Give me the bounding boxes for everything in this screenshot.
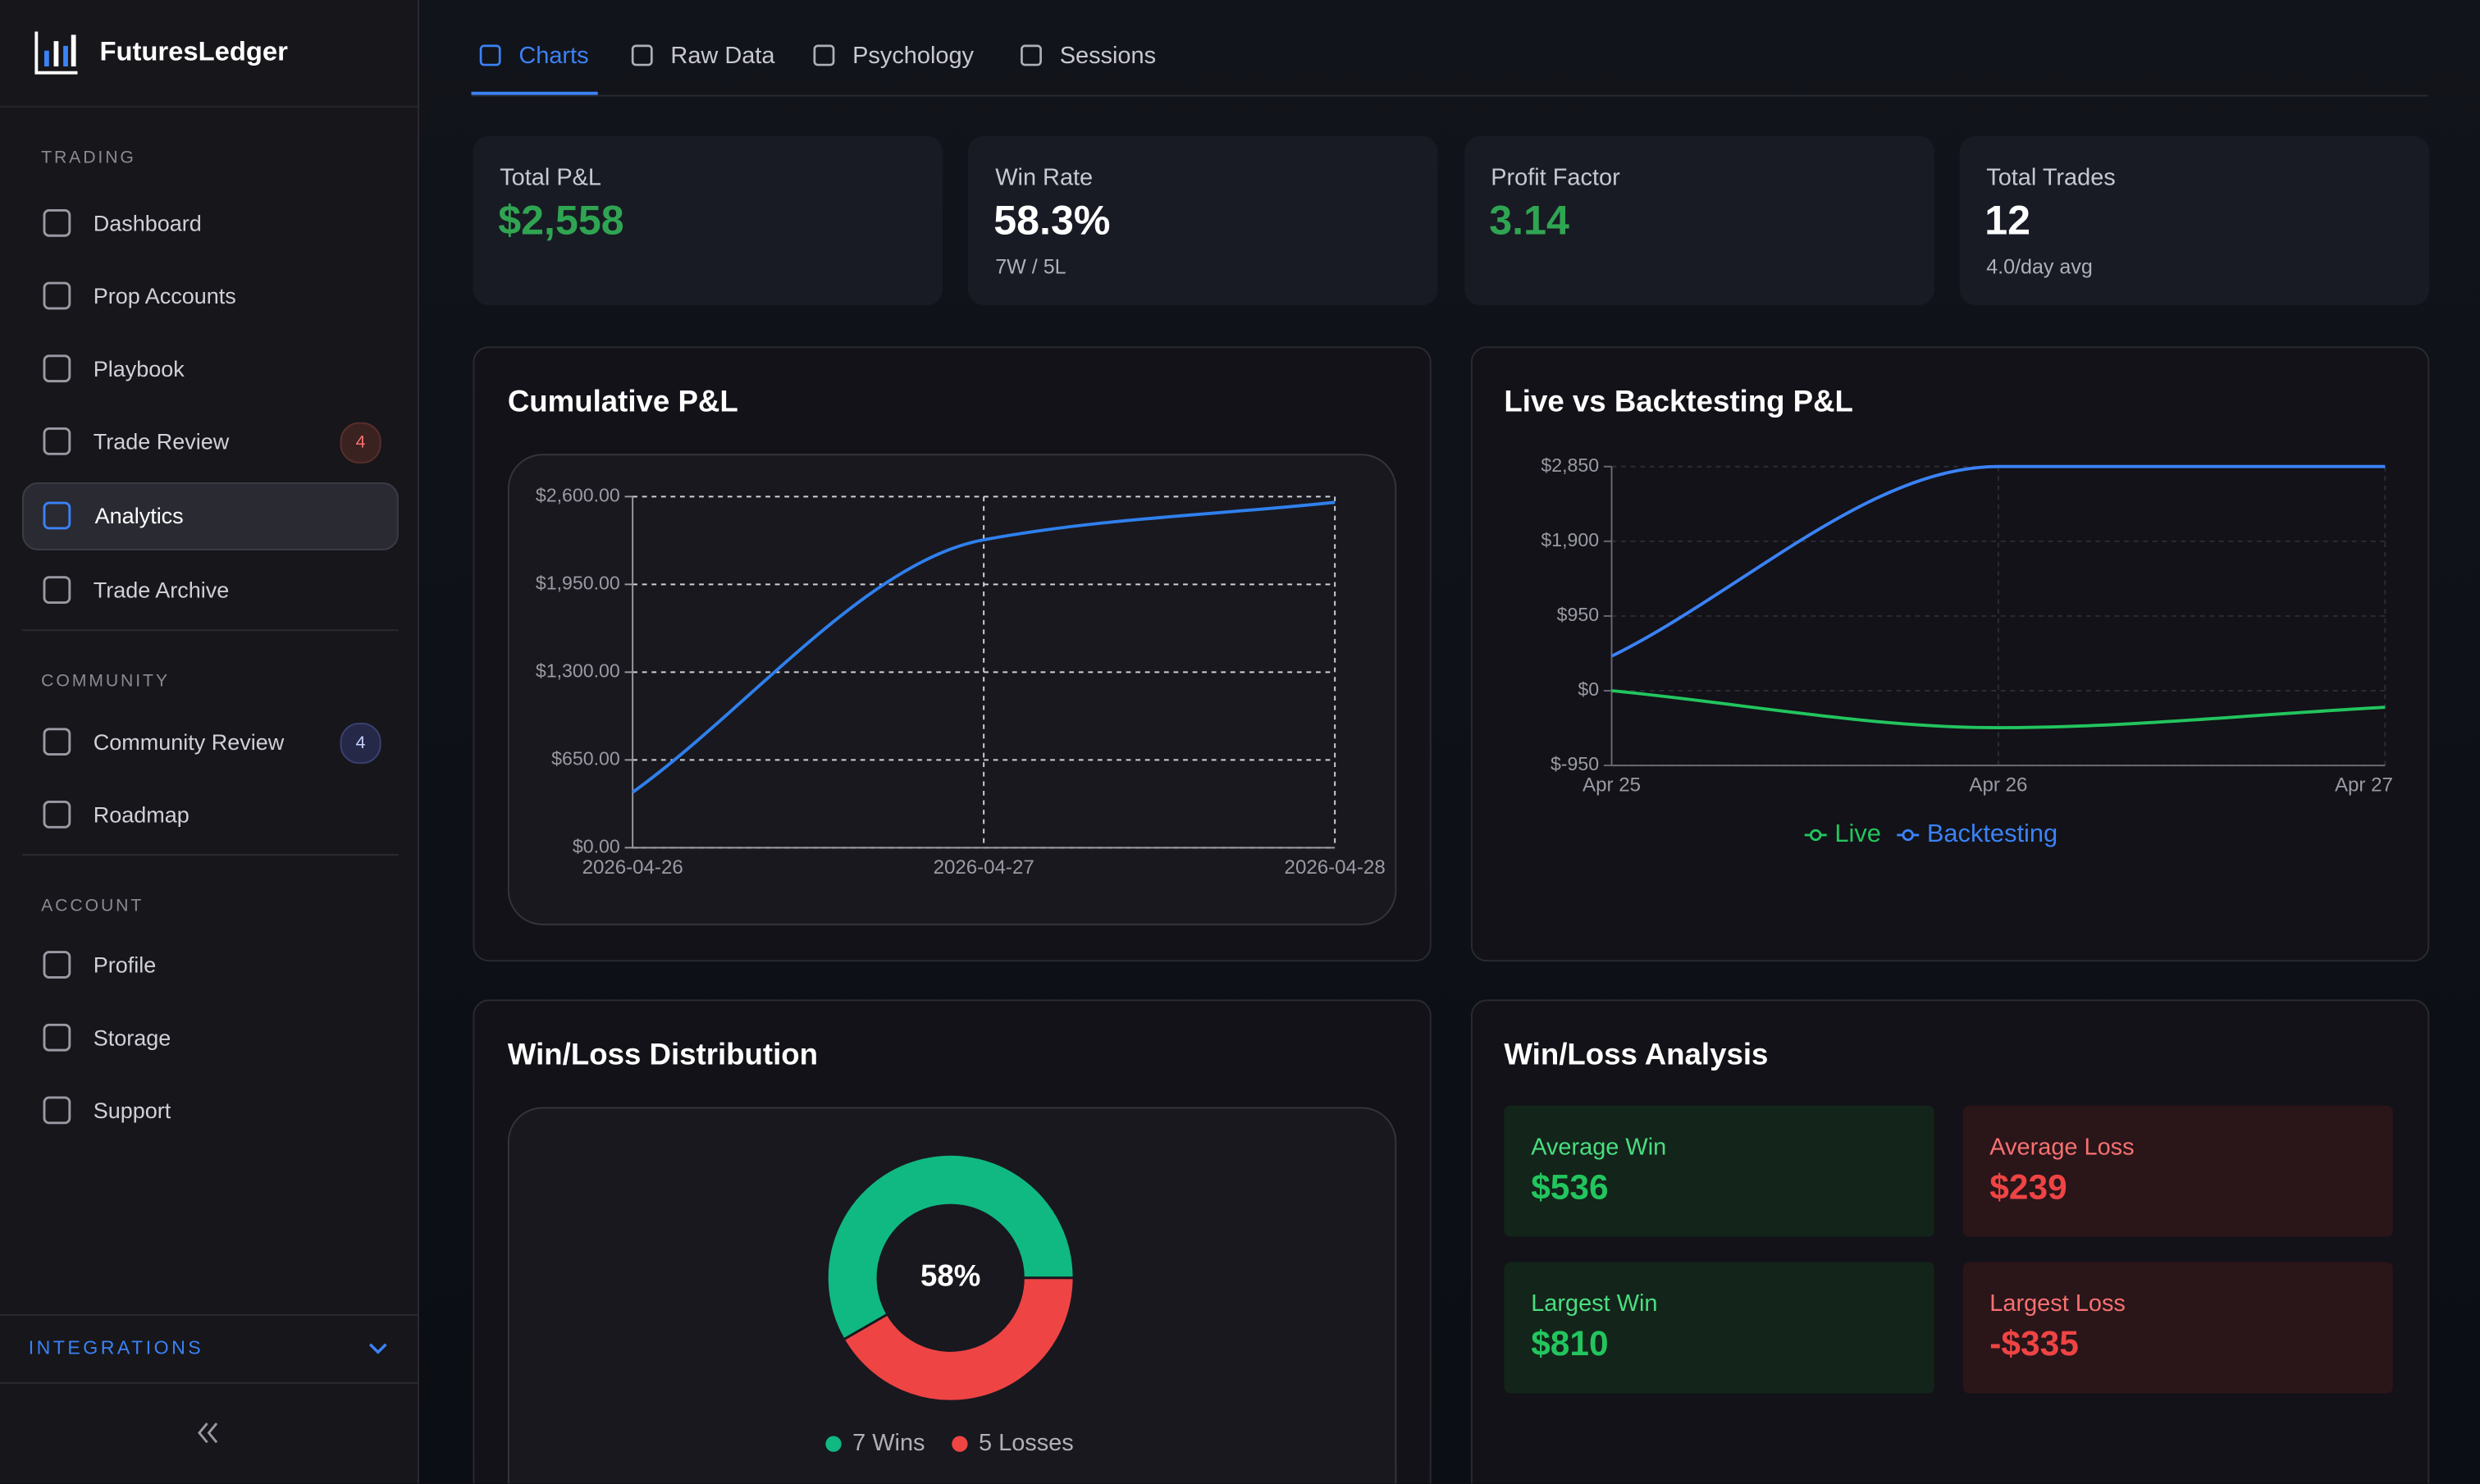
stat-label: Profit Factor (1491, 164, 1620, 192)
integrations[interactable]: INTEGRATIONS (28, 1336, 204, 1359)
stat-label: Total P&L (500, 164, 602, 192)
stat-sub: 4.0/day avg (1986, 254, 2093, 279)
nav-item[interactable] (22, 781, 399, 847)
analysis-label: Largest Loss (1989, 1290, 2126, 1317)
stat-card (473, 135, 943, 306)
analysis-card (1504, 1105, 1934, 1237)
analysis-value: $239 (1989, 1167, 2067, 1207)
nav-label: Analytics (94, 503, 184, 528)
tab[interactable]: Sessions (1059, 43, 1157, 70)
nav-label: Roadmap (93, 801, 190, 828)
analysis-label: Largest Win (1531, 1290, 1658, 1317)
tab-rule (471, 94, 2428, 97)
stat-label: Win Rate (995, 164, 1094, 192)
nav-label: Support (93, 1097, 171, 1123)
nav-item[interactable] (22, 336, 399, 402)
stat-card (1959, 135, 2430, 306)
tab-icon (813, 44, 835, 66)
tab-icon (479, 44, 501, 66)
divider (21, 629, 399, 632)
nav-label: Playbook (93, 355, 185, 381)
tab[interactable]: Raw Data (670, 43, 775, 70)
analysis-value: -$335 (1989, 1323, 2079, 1363)
analysis-value: $536 (1531, 1167, 1609, 1207)
tab[interactable]: Psychology (852, 43, 975, 70)
tab-underline (471, 91, 598, 95)
panel-title: Win/Loss Distribution (507, 1039, 819, 1073)
analysis-value: $810 (1531, 1323, 1609, 1363)
nav-item[interactable] (22, 189, 399, 256)
nav-label: Community Review (93, 728, 285, 755)
nav-label: Prop Accounts (93, 283, 236, 308)
panel-title: Live vs Backtesting P&L (1504, 386, 1853, 419)
stat-value: 58.3% (993, 196, 1111, 244)
tab-icon (1021, 44, 1042, 66)
brand: FuturesLedger (99, 36, 288, 66)
section-title: ACCOUNT (41, 897, 144, 916)
stat-label: Total Trades (1986, 164, 2116, 192)
stat-value: 12 (1984, 196, 2031, 244)
logo (34, 31, 78, 75)
nav-item[interactable] (22, 932, 399, 998)
stat-value: 3.14 (1489, 196, 1569, 244)
badge: 4 (340, 723, 381, 765)
tab[interactable]: Charts (518, 43, 589, 70)
nav-label: Trade Review (93, 428, 230, 454)
analysis-card (1962, 1262, 2393, 1394)
stat-sub: 7W / 5L (995, 254, 1066, 279)
nav-active-bg (21, 482, 399, 550)
panel (1470, 346, 2430, 962)
tab-icon (631, 44, 653, 66)
section-title: TRADING (41, 148, 136, 168)
nav-item[interactable] (22, 482, 399, 549)
panel-title: Cumulative P&L (507, 386, 738, 419)
section-title: COMMUNITY (41, 672, 170, 692)
nav-item[interactable] (22, 1077, 399, 1144)
nav-label: Profile (93, 952, 157, 978)
panel (1470, 999, 2430, 1484)
panel-title: Win/Loss Analysis (1504, 1039, 1769, 1073)
divider (0, 1381, 418, 1384)
chart-box (507, 454, 1397, 925)
divider (0, 106, 418, 108)
stat-card (968, 135, 1439, 306)
nav-item[interactable] (22, 1004, 399, 1071)
chart-box (507, 1107, 1397, 1484)
analysis-label: Average Win (1531, 1134, 1667, 1162)
nav-label: Storage (93, 1025, 171, 1051)
analysis-card (1504, 1262, 1934, 1394)
badge: 4 (340, 422, 381, 463)
divider (21, 854, 399, 856)
nav-label: Trade Archive (93, 577, 230, 603)
nav-label: Dashboard (93, 210, 202, 236)
divider (0, 1314, 418, 1317)
stat-card (1464, 135, 1934, 306)
analysis-label: Average Loss (1989, 1134, 2135, 1162)
stat-value: $2,558 (498, 196, 624, 244)
analysis-card (1962, 1105, 2393, 1237)
